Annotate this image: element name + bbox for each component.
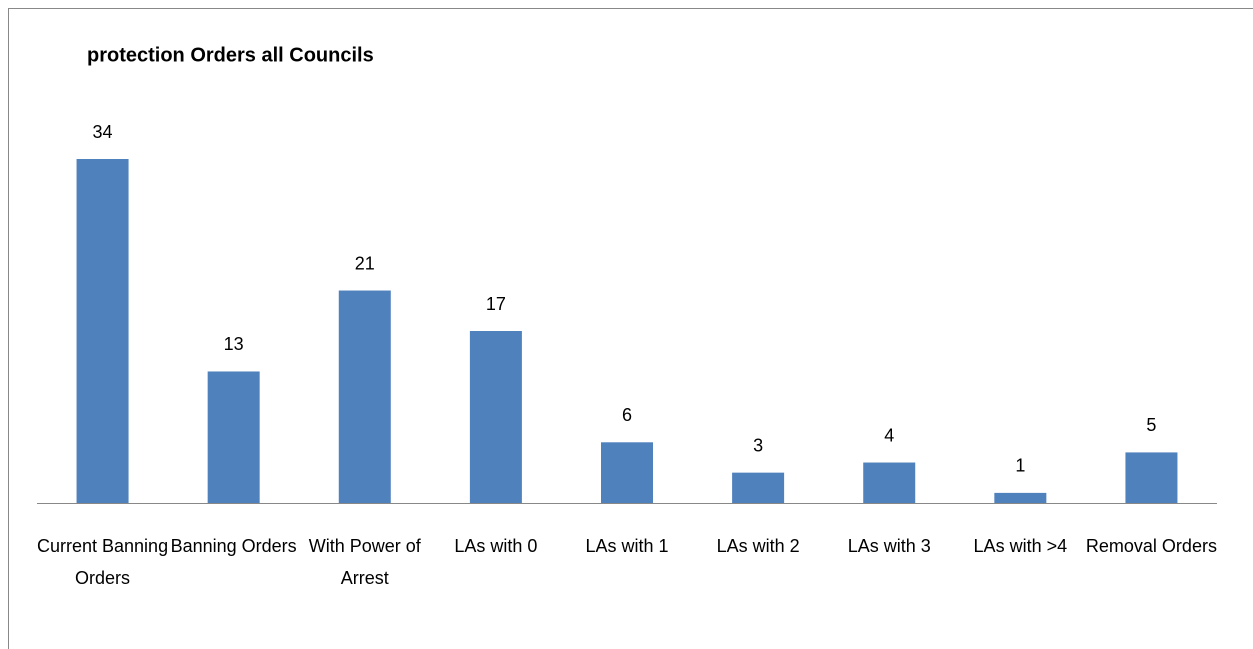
bar xyxy=(76,159,129,503)
x-tick-label: LAs with 1 xyxy=(585,536,669,556)
x-tick-label: Banning Orders xyxy=(170,536,297,556)
bar xyxy=(863,462,916,503)
chart-title: protection Orders all Councils xyxy=(87,44,374,66)
data-label: 13 xyxy=(224,334,244,354)
data-label: 21 xyxy=(355,253,375,273)
bar xyxy=(732,472,785,503)
data-label: 34 xyxy=(93,122,113,142)
data-label: 17 xyxy=(486,294,506,314)
x-tick-label: LAs with 3 xyxy=(847,536,931,556)
bar xyxy=(601,442,653,503)
x-tick-label: With Power of Arrest xyxy=(308,536,421,588)
data-label: 1 xyxy=(1015,456,1025,476)
x-tick-label: LAs with 0 xyxy=(454,536,538,556)
chart-border xyxy=(8,8,1253,649)
x-tick-label: Removal Orders xyxy=(1085,536,1217,556)
data-label: 4 xyxy=(884,425,894,445)
bar xyxy=(994,492,1047,503)
bar xyxy=(338,290,391,503)
x-tick-label: Current Banning Orders xyxy=(37,536,169,588)
data-label: 6 xyxy=(622,405,632,425)
x-tick-label: LAs with 2 xyxy=(716,536,800,556)
bar xyxy=(469,331,522,503)
data-label: 3 xyxy=(753,435,763,455)
bar xyxy=(207,371,260,503)
x-tick-label: LAs with >4 xyxy=(973,536,1068,556)
data-label: 5 xyxy=(1146,415,1156,435)
bar xyxy=(1125,452,1178,503)
